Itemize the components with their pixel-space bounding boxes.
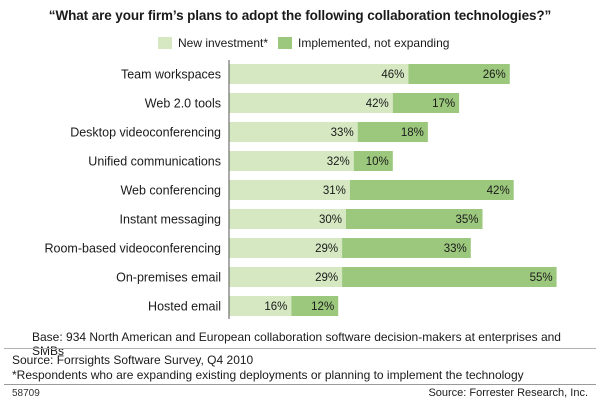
legend-label-implemented: Implemented, not expanding — [298, 36, 450, 50]
publisher-credit: Source: Forrester Research, Inc. — [428, 387, 588, 399]
category-label-on-premises-email: On-premises email — [116, 271, 221, 285]
bar-new-instant-messaging — [229, 209, 346, 229]
bar-new-team-workspaces — [229, 64, 409, 84]
bar-new-on-premises-email — [229, 267, 343, 287]
bar-impl-room-based-videoconferencing — [342, 238, 471, 258]
value-label-impl-team-workspaces: 26% — [483, 69, 506, 81]
value-label-impl-room-based-videoconferencing: 33% — [444, 243, 467, 255]
bar-new-unified-communications — [229, 151, 354, 171]
category-label-hosted-email: Hosted email — [148, 300, 221, 314]
figure-id: 58709 — [12, 388, 40, 399]
chart-legend: New investment* Implemented, not expandi… — [0, 34, 600, 52]
value-label-impl-on-premises-email: 55% — [530, 272, 553, 284]
value-label-new-web-conferencing: 31% — [323, 185, 346, 197]
bar-impl-web-2-0-tools — [392, 93, 460, 113]
value-label-impl-instant-messaging: 35% — [455, 214, 478, 226]
footnote: *Respondents who are expanding existing … — [12, 368, 524, 382]
value-label-impl-desktop-videoconferencing: 18% — [401, 127, 424, 139]
base-note: Base: 934 North American and European co… — [32, 330, 561, 358]
bar-new-web-conferencing — [229, 180, 350, 200]
value-label-new-hosted-email: 16% — [264, 301, 287, 313]
value-label-new-on-premises-email: 29% — [315, 272, 338, 284]
legend-swatch-implemented — [278, 37, 292, 49]
bar-new-desktop-videoconferencing — [229, 122, 358, 142]
legend-swatch-new-investment — [158, 37, 172, 49]
value-label-new-team-workspaces: 46% — [381, 69, 404, 81]
bar-impl-instant-messaging — [346, 209, 483, 229]
bar-new-room-based-videoconferencing — [229, 238, 343, 258]
value-label-impl-hosted-email: 12% — [311, 301, 334, 313]
bar-impl-on-premises-email — [342, 267, 557, 287]
value-label-impl-web-2-0-tools: 17% — [432, 98, 455, 110]
legend-item-new-investment: New investment* — [158, 34, 268, 52]
bar-new-web-2-0-tools — [229, 93, 393, 113]
stacked-bar-chart: Team workspaces 46% 26% Web 2.0 tools 42% 17%… — [45, 60, 557, 319]
value-label-new-web-2-0-tools: 42% — [366, 98, 389, 110]
value-label-new-unified-communications: 32% — [327, 156, 350, 168]
value-label-new-instant-messaging: 30% — [319, 214, 342, 226]
legend-label-new-investment: New investment* — [178, 36, 269, 50]
bar-new-hosted-email — [229, 296, 292, 316]
category-label-web-2-0-tools: Web 2.0 tools — [145, 97, 221, 111]
value-label-impl-web-conferencing: 42% — [487, 185, 510, 197]
category-label-room-based-videoconferencing: Room-based videoconferencing — [45, 242, 222, 256]
value-label-new-desktop-videoconferencing: 33% — [331, 127, 354, 139]
value-label-new-room-based-videoconferencing: 29% — [315, 243, 338, 255]
value-label-impl-unified-communications: 10% — [366, 156, 389, 168]
legend-item-implemented: Implemented, not expanding — [278, 34, 449, 52]
category-label-team-workspaces: Team workspaces — [121, 68, 221, 82]
bar-impl-team-workspaces — [408, 64, 510, 84]
survey-source: Source: Forrsights Software Survey, Q4 2… — [12, 353, 254, 367]
bar-impl-web-conferencing — [349, 180, 514, 200]
bar-impl-desktop-videoconferencing — [357, 122, 428, 142]
category-label-unified-communications: Unified communications — [88, 155, 221, 169]
divider — [4, 348, 596, 349]
category-label-web-conferencing: Web conferencing — [120, 184, 221, 198]
chart-title: “What are your firm’s plans to adopt the… — [48, 8, 552, 23]
bar-impl-unified-communications — [353, 151, 393, 171]
bar-impl-hosted-email — [291, 296, 339, 316]
category-label-instant-messaging: Instant messaging — [120, 213, 221, 227]
category-label-desktop-videoconferencing: Desktop videoconferencing — [70, 126, 221, 140]
divider-bottom — [4, 384, 596, 385]
